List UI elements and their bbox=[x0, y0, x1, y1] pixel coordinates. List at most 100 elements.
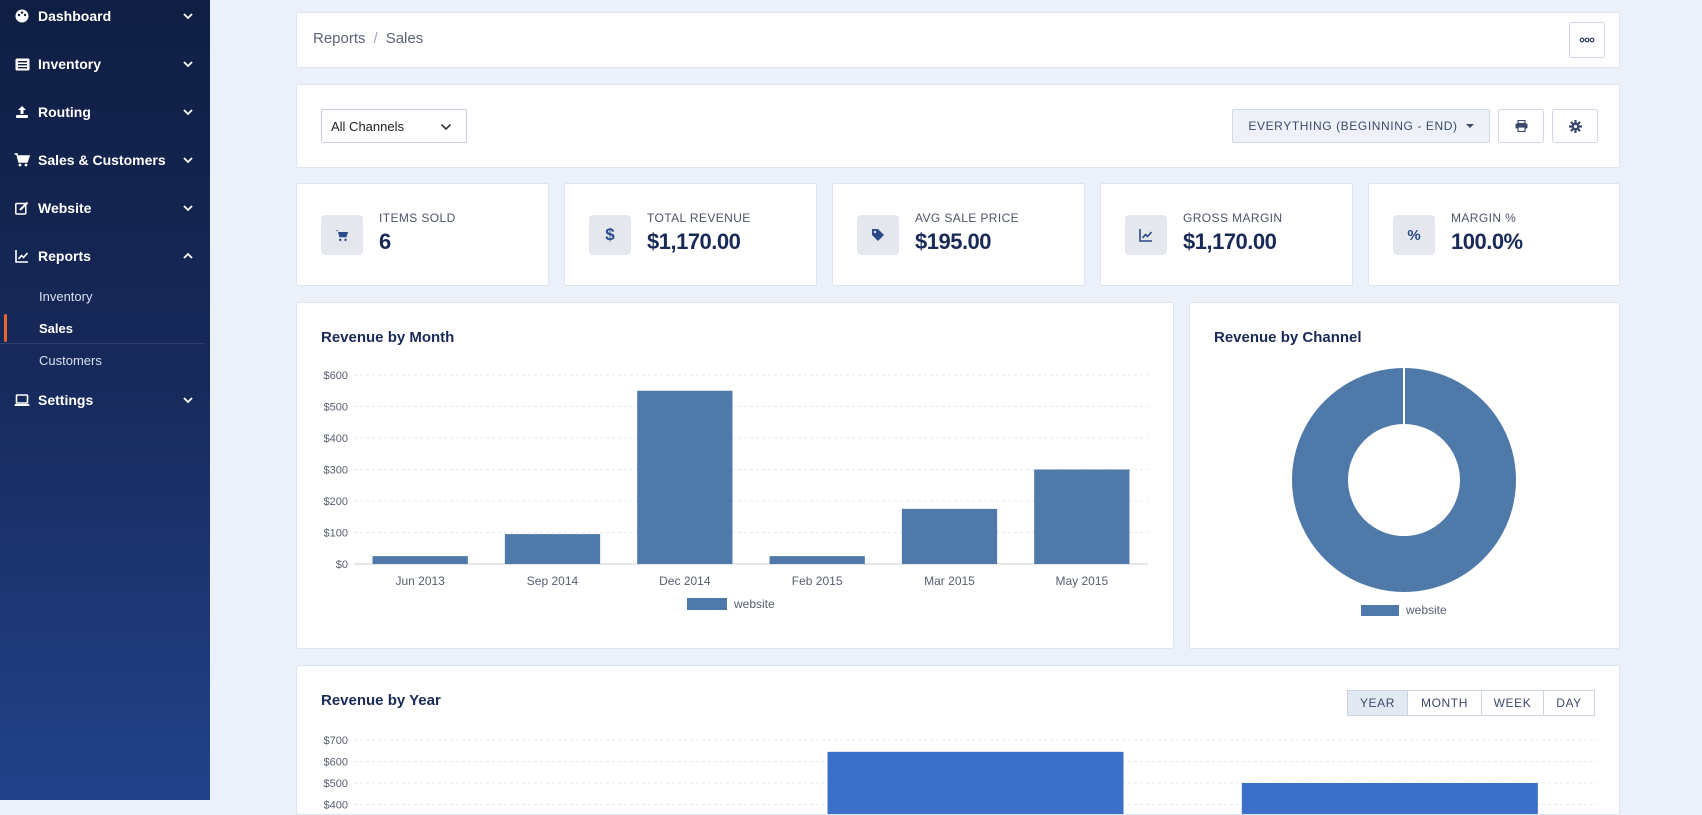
revenue-by-year-chart: $700 $600 $500 $400 bbox=[324, 735, 1597, 814]
kpi-label: TOTAL REVENUE bbox=[647, 211, 751, 225]
sidebar-item-label: Settings bbox=[38, 392, 94, 408]
kpi-value: $195.00 bbox=[915, 229, 992, 254]
x-tick-label: Dec 2014 bbox=[659, 574, 711, 588]
list-icon bbox=[14, 56, 30, 72]
sidebar-item-label: Sales & Customers bbox=[38, 152, 166, 168]
palette-icon bbox=[14, 8, 30, 24]
sidebar-subitem-label: Inventory bbox=[39, 288, 93, 304]
sidebar-item-reports[interactable]: Reports bbox=[0, 238, 210, 274]
y-tick-label: $500 bbox=[324, 402, 348, 414]
kpi-value: 6 bbox=[379, 229, 391, 254]
date-range-label: EVERYTHING (BEGINNING - END) bbox=[1248, 119, 1458, 133]
percent-icon: % bbox=[1393, 215, 1435, 255]
bar bbox=[1034, 469, 1130, 564]
toggle-day[interactable]: DAY bbox=[1543, 690, 1595, 716]
chart-line-icon bbox=[1125, 215, 1167, 255]
filter-bar: All Channels EVERYTHING (BEGINNING - END… bbox=[296, 84, 1620, 168]
kpi-total-revenue: $ TOTAL REVENUE $1,170.00 bbox=[564, 183, 817, 286]
more-options-button[interactable] bbox=[1569, 22, 1605, 58]
breadcrumb-current: Sales bbox=[385, 30, 424, 47]
kpi-value: 100.0% bbox=[1451, 229, 1523, 254]
kpi-value: $1,170.00 bbox=[1183, 229, 1277, 254]
kpi-label: MARGIN % bbox=[1451, 211, 1517, 225]
sidebar-item-settings[interactable]: Settings bbox=[0, 382, 210, 418]
channel-select-value: All Channels bbox=[331, 118, 404, 134]
chart-title: Revenue by Month bbox=[321, 329, 455, 346]
bar bbox=[769, 556, 865, 564]
chevron-up-icon bbox=[183, 252, 193, 259]
dollar-icon: $ bbox=[589, 215, 631, 255]
y-tick-label: $400 bbox=[324, 800, 348, 812]
chart-line-icon bbox=[14, 248, 30, 264]
kpi-label: AVG SALE PRICE bbox=[915, 211, 1020, 225]
channel-select[interactable]: All Channels bbox=[321, 109, 467, 143]
print-button[interactable] bbox=[1498, 109, 1544, 143]
sidebar-item-label: Inventory bbox=[38, 56, 102, 72]
breadcrumb-link-reports[interactable]: Reports bbox=[313, 30, 366, 47]
bar bbox=[504, 534, 601, 564]
sidebar-item-label: Website bbox=[38, 200, 92, 216]
sidebar-item-website[interactable]: Website bbox=[0, 190, 210, 226]
y-tick-label: $600 bbox=[324, 370, 348, 382]
legend-swatch bbox=[687, 598, 727, 610]
toggle-year[interactable]: YEAR bbox=[1347, 690, 1408, 716]
sidebar-item-inventory[interactable]: Inventory bbox=[0, 46, 210, 82]
chart-title: Revenue by Year bbox=[321, 692, 441, 709]
gear-icon bbox=[1568, 119, 1582, 133]
x-tick-label: Mar 2015 bbox=[924, 574, 975, 588]
chart-title: Revenue by Channel bbox=[1214, 329, 1362, 346]
chevron-down-icon bbox=[183, 109, 193, 116]
y-tick-label: $700 bbox=[324, 735, 348, 747]
bar bbox=[372, 556, 468, 564]
sidebar-subitem-label: Customers bbox=[39, 352, 102, 368]
kpi-value: $1,170.00 bbox=[647, 229, 741, 254]
legend-swatch bbox=[1361, 605, 1399, 616]
sidebar-subitem-inventory[interactable]: Inventory bbox=[0, 281, 204, 311]
y-tick-label: $0 bbox=[336, 559, 348, 571]
sidebar-subitem-sales[interactable]: Sales bbox=[0, 313, 204, 344]
chevron-down-icon bbox=[183, 397, 193, 404]
chevron-down-icon bbox=[183, 205, 193, 212]
sidebar-item-sales-customers[interactable]: Sales & Customers bbox=[0, 142, 210, 178]
toggle-week[interactable]: WEEK bbox=[1481, 690, 1544, 716]
revenue-by-year-card: Revenue by Year YEAR MONTH WEEK DAY $700… bbox=[296, 665, 1620, 815]
sidebar: Dashboard Inventory Routing Sales & Cust… bbox=[0, 0, 210, 800]
chevron-down-icon bbox=[183, 61, 193, 68]
bar bbox=[901, 508, 998, 564]
kpi-margin-percent: % MARGIN % 100.0% bbox=[1368, 183, 1620, 286]
kpi-avg-sale-price: AVG SALE PRICE $195.00 bbox=[832, 183, 1085, 286]
settings-button[interactable] bbox=[1552, 109, 1598, 143]
chevron-down-icon bbox=[183, 13, 193, 20]
revenue-by-channel-card: Revenue by Channel website bbox=[1189, 302, 1620, 649]
legend-label: website bbox=[733, 597, 775, 611]
y-tick-label: $600 bbox=[324, 757, 348, 769]
revenue-by-channel-chart: website bbox=[1292, 368, 1516, 617]
tag-icon bbox=[857, 215, 899, 255]
sidebar-item-label: Dashboard bbox=[38, 8, 112, 24]
sidebar-subitem-customers[interactable]: Customers bbox=[0, 345, 204, 375]
kpi-label: GROSS MARGIN bbox=[1183, 211, 1283, 225]
breadcrumb-separator: / bbox=[373, 30, 378, 47]
bar bbox=[1241, 783, 1538, 814]
y-tick-label: $100 bbox=[324, 528, 348, 540]
y-tick-label: $200 bbox=[324, 496, 348, 508]
x-tick-label: Sep 2014 bbox=[527, 574, 579, 588]
date-range-dropdown[interactable]: EVERYTHING (BEGINNING - END) bbox=[1232, 109, 1490, 143]
edit-icon bbox=[14, 200, 30, 216]
cart-icon bbox=[14, 152, 30, 168]
revenue-by-month-chart: $0 $100 $200 $300 $400 $500 $600 Jun 2013 Sep 20… bbox=[324, 370, 1148, 611]
bar bbox=[827, 751, 1124, 814]
breadcrumb-bar: Reports / Sales bbox=[296, 12, 1620, 68]
kpi-gross-margin: GROSS MARGIN $1,170.00 bbox=[1100, 183, 1353, 286]
print-icon bbox=[1515, 120, 1527, 132]
sidebar-item-routing[interactable]: Routing bbox=[0, 94, 210, 130]
x-tick-label: May 2015 bbox=[1055, 574, 1108, 588]
kpi-label: ITEMS SOLD bbox=[379, 211, 456, 225]
revenue-by-month-card: Revenue by Month $0 $100 $200 $300 $400 $500 $… bbox=[296, 302, 1174, 649]
sidebar-item-dashboard[interactable]: Dashboard bbox=[0, 0, 210, 34]
sidebar-item-label: Routing bbox=[38, 104, 91, 120]
toggle-month[interactable]: MONTH bbox=[1407, 690, 1482, 716]
y-tick-label: $400 bbox=[324, 433, 348, 445]
bar bbox=[637, 390, 733, 564]
ellipsis-icon bbox=[1579, 37, 1595, 43]
